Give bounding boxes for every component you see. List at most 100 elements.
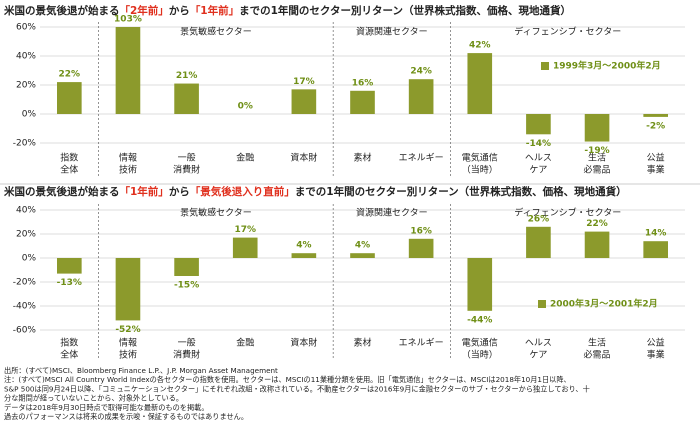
bar: [57, 258, 82, 274]
bar: [350, 253, 375, 258]
x-tick-label: 資本財: [290, 152, 317, 164]
x-tick-label: 技術: [119, 164, 137, 176]
x-tick-label: ヘルス: [525, 154, 552, 164]
value-label: 14%: [645, 229, 667, 239]
x-tick-label: （当時）: [462, 164, 498, 176]
y-tick-label: -40%: [13, 302, 37, 312]
x-tick-label: （当時）: [462, 349, 498, 361]
footnote: 出所：(すべて)MSCI、Bloomberg Finance L.P.、J.P.…: [4, 366, 278, 375]
x-tick-label: ケア: [529, 350, 547, 361]
value-label: -19%: [584, 146, 609, 156]
legend-swatch: [541, 62, 549, 70]
bar: [467, 258, 493, 311]
x-tick-label: 一般: [178, 337, 196, 349]
y-tick-label: 60%: [16, 23, 36, 33]
bar: [408, 238, 434, 258]
y-tick-label: -20%: [13, 278, 37, 288]
bar: [643, 114, 668, 117]
x-tick-label: エネルギー: [399, 338, 444, 349]
bar: [408, 79, 434, 114]
value-label: 16%: [352, 78, 374, 88]
x-tick-label: ケア: [529, 165, 547, 176]
value-label: 22%: [59, 70, 81, 80]
x-tick-label: 必需品: [584, 164, 611, 176]
value-label: 24%: [410, 67, 432, 77]
x-tick-label: 素材: [353, 152, 371, 164]
value-label: -13%: [57, 278, 82, 288]
chart-title: 米国の景気後退が始まる「2年前」から「1年前」までの1年間のセクター別リターン（…: [3, 4, 571, 17]
bar: [174, 83, 199, 114]
x-tick-label: 公益: [647, 152, 665, 164]
x-tick-label: エネルギー: [399, 153, 444, 164]
bar: [467, 53, 493, 114]
y-tick-label: 20%: [16, 230, 36, 240]
bar: [643, 241, 668, 258]
y-tick-label: 40%: [16, 52, 36, 62]
value-label: 0%: [238, 102, 253, 112]
x-tick-label: 情報: [119, 337, 137, 349]
value-label: 26%: [528, 214, 550, 224]
group-label: ディフェンシブ・セクター: [514, 207, 621, 219]
value-label: 42%: [469, 41, 491, 51]
title-part: 「2年前」: [120, 4, 169, 17]
value-label: -14%: [526, 139, 551, 149]
title-part: までの1年間のセクター別リターン（世界株式指数、価格、現地通貨）: [295, 185, 627, 198]
x-tick-label: 技術: [119, 349, 137, 361]
bar: [350, 90, 375, 114]
footnote: S&P 500は同9月24日以降、「コミュニケーションセクター」にそれぞれ改組・…: [4, 384, 590, 393]
value-label: 4%: [296, 241, 311, 251]
group-label: 資源関連セクター: [356, 207, 428, 219]
x-tick-label: 素材: [353, 337, 371, 349]
bar: [232, 237, 258, 258]
y-tick-label: 0%: [22, 254, 37, 264]
title-part: までの1年間のセクター別リターン（世界株式指数、価格、現地通貨）: [239, 4, 571, 17]
value-label: -44%: [467, 315, 492, 325]
x-tick-label: 指数: [60, 337, 78, 349]
x-tick-label: 指数: [60, 152, 78, 164]
x-tick-label: 生活: [588, 337, 606, 349]
bar: [526, 226, 551, 258]
x-tick-label: 公益: [647, 337, 665, 349]
value-label: 103%: [114, 15, 142, 25]
y-tick-label: 20%: [16, 81, 36, 91]
y-tick-label: 40%: [16, 206, 36, 216]
bar: [291, 89, 317, 114]
bar: [584, 114, 610, 142]
value-label: -2%: [646, 121, 665, 131]
x-tick-label: 金融: [236, 337, 254, 349]
bar: [526, 114, 551, 135]
value-label: 17%: [234, 225, 256, 235]
x-tick-label: 事業: [647, 349, 665, 361]
value-label: 22%: [586, 219, 608, 229]
footnote: 過去のパフォーマンスは将来の成果を示唆・保証するものではありません。: [4, 412, 248, 421]
title-part: 「1年前」: [120, 185, 169, 198]
x-tick-label: 資本財: [290, 337, 317, 349]
x-tick-label: 消費財: [173, 164, 200, 176]
value-label: -52%: [115, 325, 140, 335]
group-label: ディフェンシブ・セクター: [514, 26, 621, 38]
bar: [115, 258, 141, 321]
y-tick-label: -60%: [13, 326, 37, 336]
legend-label: 1999年3月～2000年2月: [553, 60, 661, 72]
x-tick-label: 情報: [119, 152, 137, 164]
bar: [115, 27, 141, 115]
title-part: 米国の景気後退が始まる: [3, 4, 120, 17]
x-tick-label: 金融: [236, 152, 254, 164]
x-tick-label: 全体: [60, 164, 78, 176]
title-part: 「景気後退入り直前」: [190, 185, 295, 198]
group-label: 資源関連セクター: [356, 26, 428, 38]
x-tick-label: ヘルス: [525, 339, 552, 349]
footnote: データは2018年9月30日時点で取得可能な最新のものを掲載。: [4, 403, 209, 412]
legend-label: 2000年3月～2001年2月: [550, 298, 658, 310]
value-label: 17%: [293, 77, 315, 87]
title-part: 米国の景気後退が始まる: [3, 185, 120, 198]
title-part: から: [169, 5, 190, 17]
x-tick-label: 生活: [588, 152, 606, 164]
bar: [291, 253, 317, 258]
x-tick-label: 消費財: [173, 349, 200, 361]
y-tick-label: 0%: [22, 110, 37, 120]
title-part: 「1年前」: [190, 4, 239, 17]
x-tick-label: 事業: [647, 164, 665, 176]
bar: [174, 258, 199, 276]
